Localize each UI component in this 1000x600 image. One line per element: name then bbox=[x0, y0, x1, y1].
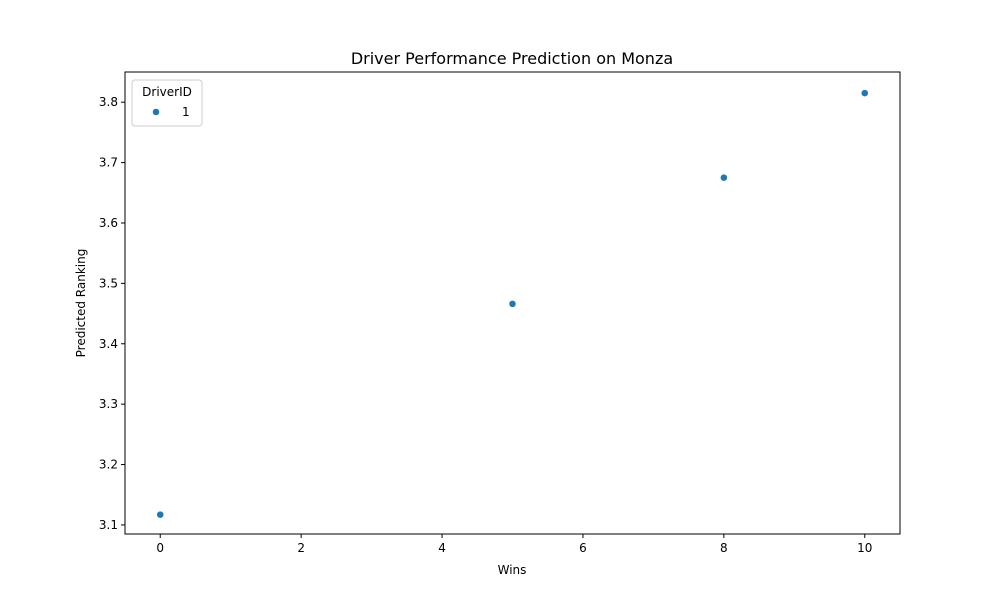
y-tick-label: 3.2 bbox=[99, 458, 118, 472]
data-points bbox=[156, 89, 869, 519]
data-point bbox=[508, 300, 517, 308]
y-axis-label: Predicted Ranking bbox=[74, 249, 88, 358]
x-tick-label: 4 bbox=[438, 541, 446, 555]
y-tick-label: 3.5 bbox=[99, 276, 118, 290]
legend-title: DriverID bbox=[142, 85, 192, 99]
chart-title: Driver Performance Prediction on Monza bbox=[351, 49, 673, 68]
y-tick-label: 3.8 bbox=[99, 95, 118, 109]
legend-box bbox=[131, 79, 203, 127]
x-axis: 0 2 4 6 8 10 bbox=[156, 534, 872, 555]
plot-area bbox=[124, 71, 901, 535]
legend: DriverID 1 bbox=[131, 79, 203, 127]
legend-entry-label: 1 bbox=[182, 105, 190, 119]
data-point bbox=[720, 173, 728, 182]
x-tick-label: 8 bbox=[720, 541, 728, 555]
x-tick-label: 0 bbox=[156, 541, 164, 555]
y-tick-label: 3.6 bbox=[99, 216, 118, 230]
y-tick-label: 3.4 bbox=[99, 337, 118, 351]
x-tick-label: 10 bbox=[857, 541, 872, 555]
data-point bbox=[156, 510, 164, 519]
y-tick-label: 3.7 bbox=[99, 156, 118, 170]
y-tick-label: 3.1 bbox=[99, 518, 118, 532]
x-tick-label: 6 bbox=[579, 541, 587, 555]
x-tick-label: 2 bbox=[297, 541, 305, 555]
x-axis-label: Wins bbox=[498, 563, 527, 577]
y-tick-label: 3.3 bbox=[99, 397, 118, 411]
legend-marker-icon bbox=[152, 108, 160, 116]
data-point bbox=[861, 89, 869, 97]
y-axis: 3.1 3.2 3.3 3.4 3.5 3.6 3.7 3.8 bbox=[99, 95, 125, 532]
